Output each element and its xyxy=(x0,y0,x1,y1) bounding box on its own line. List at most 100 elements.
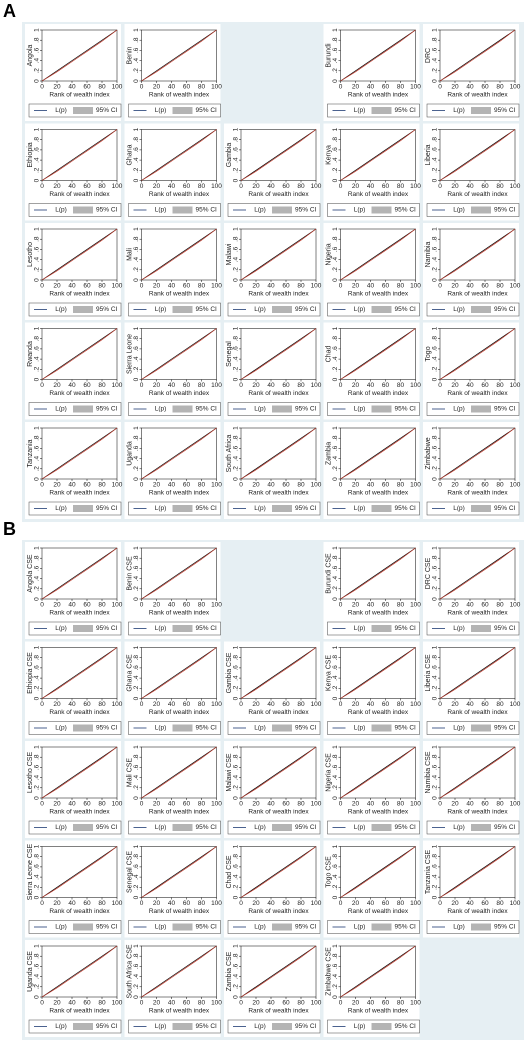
y-axis-title: Rwanda xyxy=(27,341,34,367)
x-tick-label: 40 xyxy=(168,801,176,808)
y-axis-title: Malawi CSE xyxy=(226,753,233,791)
x-tick-label: 40 xyxy=(367,84,375,91)
y-tick-label: 1 xyxy=(133,645,140,649)
equality-line xyxy=(439,846,516,898)
legend-label: 95% CI xyxy=(395,625,417,632)
x-tick-label: 60 xyxy=(382,900,390,907)
y-tick-label: .6 xyxy=(233,665,240,671)
legend-label: L(p) xyxy=(354,207,366,214)
x-tick-label: 40 xyxy=(68,801,76,808)
plot-area xyxy=(240,647,317,699)
y-tick-label: .6 xyxy=(432,346,439,352)
x-tick-label: 0 xyxy=(438,84,442,91)
legend: L(p) 95% CI xyxy=(128,721,221,735)
x-axis-title: Rank of wealth index xyxy=(348,908,409,915)
x-tick-label: 60 xyxy=(282,801,290,808)
equality-line xyxy=(340,427,416,480)
y-tick-label: 0 xyxy=(432,278,439,282)
legend: L(p) 95% CI xyxy=(227,820,321,835)
y-axis-title: Burundi CSE xyxy=(325,553,332,594)
legend: L(p) 95% CI xyxy=(227,402,321,416)
y-axis-title: Ethiopia CSE xyxy=(27,652,34,694)
x-tick-label: 40 xyxy=(168,283,176,290)
y-tick-label: .2 xyxy=(332,586,339,592)
x-tick-label: 20 xyxy=(352,183,360,190)
y-axis-title: Chad CSE xyxy=(226,855,233,888)
x-tick-label: 0 xyxy=(438,283,442,290)
x-axis-title: Rank of wealth index xyxy=(49,390,110,397)
x-tick-label: 60 xyxy=(282,283,290,290)
y-axis-title: Lesotho CSE xyxy=(27,752,34,794)
x-tick-label: 0 xyxy=(140,84,144,91)
concentration-curve xyxy=(41,427,118,480)
x-tick-label: 60 xyxy=(481,900,489,907)
y-tick-label: .8 xyxy=(432,435,439,441)
y-axis-title: Kenya xyxy=(325,145,332,165)
y-tick-label: .4 xyxy=(233,257,240,263)
legend-swatch xyxy=(73,625,93,632)
y-axis-title: Mali CSE xyxy=(126,758,133,788)
x-tick-label: 60 xyxy=(83,602,91,609)
x-tick-label: 0 xyxy=(40,283,44,290)
legend-label: 95% CI xyxy=(494,725,516,732)
legend-label: L(p) xyxy=(453,625,465,632)
x-tick-label: 60 xyxy=(382,84,390,91)
x-tick-label: 60 xyxy=(282,1000,290,1007)
y-axis-title: Uganda xyxy=(126,441,133,466)
legend: L(p) 95% CI xyxy=(28,501,122,516)
x-tick-label: 20 xyxy=(451,84,459,91)
x-tick-label: 80 xyxy=(297,183,305,190)
plot-area xyxy=(141,846,217,898)
x-tick-label: 0 xyxy=(339,482,343,489)
y-axis-title: South Africa CSE xyxy=(126,944,133,998)
x-tick-label: 0 xyxy=(40,482,44,489)
x-axis-title: Rank of wealth index xyxy=(49,92,110,99)
x-tick-label: 80 xyxy=(198,602,206,609)
x-axis-title: Rank of wealth index xyxy=(348,610,409,617)
legend-label: L(p) xyxy=(55,107,67,114)
concentration-curve xyxy=(240,228,317,281)
concentration-curve xyxy=(240,846,317,898)
y-tick-label: .4 xyxy=(233,356,240,362)
y-tick-label: .6 xyxy=(432,246,439,252)
x-axis-title: Rank of wealth index xyxy=(248,908,309,915)
concentration-curve xyxy=(141,328,217,380)
legend-label: 95% CI xyxy=(196,725,218,732)
x-tick-label: 100 xyxy=(311,482,322,489)
x-tick-label: 80 xyxy=(496,701,504,708)
equality-line xyxy=(141,945,217,998)
concentration-curve xyxy=(439,427,516,480)
y-axis-title: Ghana CSE xyxy=(126,654,133,692)
legend: L(p) 95% CI xyxy=(28,820,122,835)
x-axis-title: Rank of wealth index xyxy=(149,809,210,816)
x-tick-label: 0 xyxy=(239,183,243,190)
x-tick-label: 0 xyxy=(339,382,343,389)
legend-label: 95% CI xyxy=(395,505,417,512)
x-tick-label: 100 xyxy=(211,382,222,389)
x-tick-label: 20 xyxy=(451,701,459,708)
legend-label: 95% CI xyxy=(196,207,218,214)
legend: L(p) 95% CI xyxy=(426,820,520,835)
x-tick-label: 60 xyxy=(282,900,290,907)
y-tick-label: .8 xyxy=(233,953,240,959)
y-tick-label: .4 xyxy=(233,775,240,781)
y-tick-label: .4 xyxy=(332,157,339,163)
concentration-curve xyxy=(240,129,317,181)
x-tick-label: 20 xyxy=(451,482,459,489)
legend-swatch xyxy=(371,107,392,114)
x-tick-label: 20 xyxy=(252,801,260,808)
x-tick-label: 60 xyxy=(282,701,290,708)
y-tick-label: .6 xyxy=(432,665,439,671)
y-tick-label: .2 xyxy=(432,167,439,173)
legend: L(p) 95% CI xyxy=(128,203,221,217)
x-tick-label: 100 xyxy=(510,84,521,91)
y-tick-label: 1 xyxy=(332,944,339,948)
y-tick-label: .2 xyxy=(133,167,140,173)
y-tick-label: 1 xyxy=(432,844,439,848)
legend-label: 95% CI xyxy=(494,107,516,114)
x-tick-label: 40 xyxy=(68,900,76,907)
x-tick-label: 20 xyxy=(352,482,360,489)
y-tick-label: .8 xyxy=(233,435,240,441)
